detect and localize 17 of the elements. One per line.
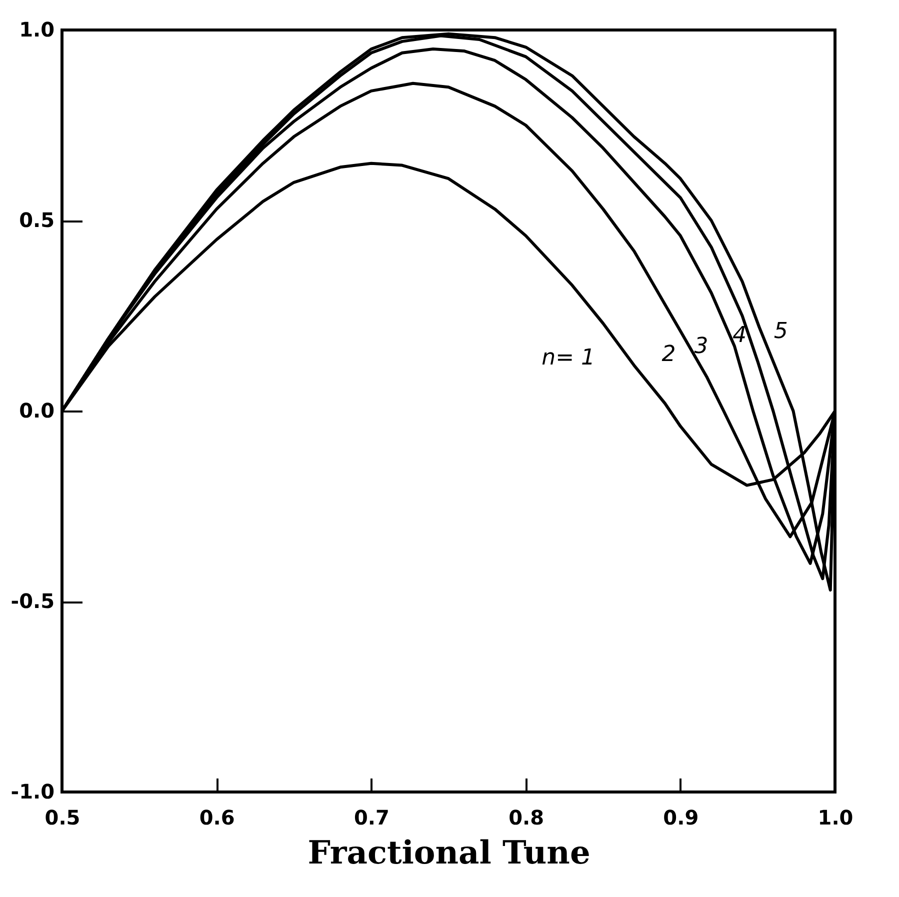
- y-tick-label: 0.0: [19, 398, 54, 422]
- annotation: n= 1: [542, 346, 596, 371]
- annotation: 3: [694, 334, 708, 360]
- x-tick-label: 0.8: [508, 806, 544, 830]
- y-tick-label: 1.0: [19, 18, 54, 42]
- x-tick-label: 0.7: [354, 806, 390, 830]
- x-tick-label: 0.9: [663, 806, 699, 830]
- x-tick-label: 0.5: [44, 806, 80, 830]
- x-tick-label: 1.0: [818, 806, 854, 830]
- annotation: 4: [732, 322, 747, 348]
- y-tick-label: -1.0: [10, 780, 54, 804]
- y-tick-label: -0.5: [10, 589, 54, 613]
- y-tick-label: 0.5: [19, 208, 54, 232]
- x-axis-title: Fractional Tune: [308, 834, 590, 872]
- annotation: 2: [662, 342, 676, 367]
- x-tick-label: 0.6: [199, 806, 235, 830]
- annotation: 5: [774, 318, 788, 344]
